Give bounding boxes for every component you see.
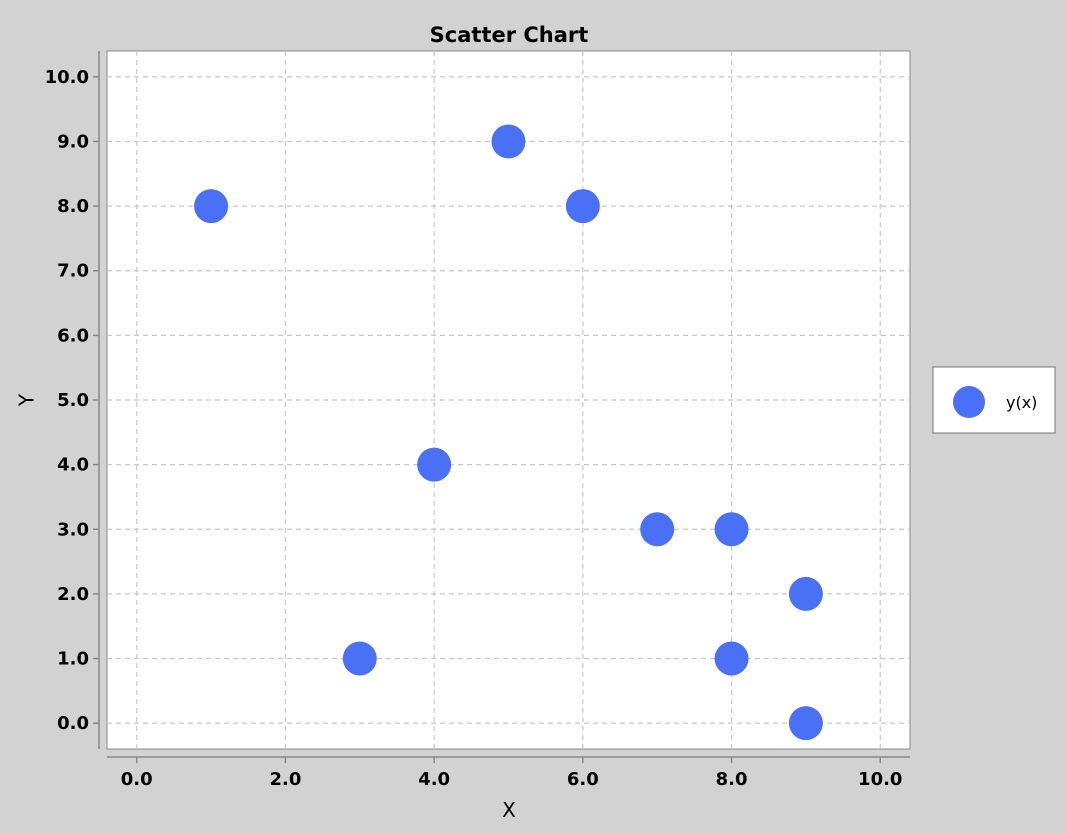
- data-point: [714, 512, 749, 547]
- y-tick-label: 9.0: [57, 131, 89, 152]
- data-points: [194, 124, 823, 741]
- y-tick-label: 7.0: [57, 261, 89, 282]
- y-tick-label: 1.0: [57, 649, 89, 670]
- legend-label: y(x): [1006, 393, 1037, 412]
- x-tick-label: 0.0: [121, 769, 153, 790]
- data-point: [342, 641, 377, 676]
- legend-marker: [953, 386, 985, 418]
- legend: y(x): [932, 366, 1056, 434]
- data-point: [788, 706, 823, 741]
- y-axis-label: Y: [15, 393, 39, 407]
- chart-title: Scatter Chart: [430, 23, 589, 47]
- data-point: [565, 189, 600, 224]
- y-tick-label: 8.0: [57, 196, 89, 217]
- y-tick-label: 10.0: [45, 67, 89, 88]
- data-point: [714, 641, 749, 676]
- x-tick-label: 8.0: [716, 769, 748, 790]
- x-tick-label: 6.0: [567, 769, 599, 790]
- data-point: [491, 124, 526, 159]
- data-point: [788, 576, 823, 611]
- grid: [107, 51, 910, 749]
- y-tick-label: 3.0: [57, 519, 89, 540]
- data-point: [640, 512, 675, 547]
- data-point: [194, 189, 229, 224]
- x-tick-label: 4.0: [418, 769, 450, 790]
- x-axis-label: X: [502, 798, 516, 822]
- y-tick-label: 2.0: [57, 584, 89, 605]
- x-tick-label: 2.0: [269, 769, 301, 790]
- y-tick-label: 6.0: [57, 325, 89, 346]
- axis-ticks: 0.0 2.0 4.0 6.0 8.0 10.0 0.0 1.0 2.0 3.0 4.0 5.0 6.0…: [45, 67, 903, 790]
- data-point: [417, 447, 452, 482]
- y-tick-label: 4.0: [57, 455, 89, 476]
- x-tick-label: 10.0: [858, 769, 902, 790]
- y-tick-label: 5.0: [57, 390, 89, 411]
- y-tick-label: 0.0: [57, 713, 89, 734]
